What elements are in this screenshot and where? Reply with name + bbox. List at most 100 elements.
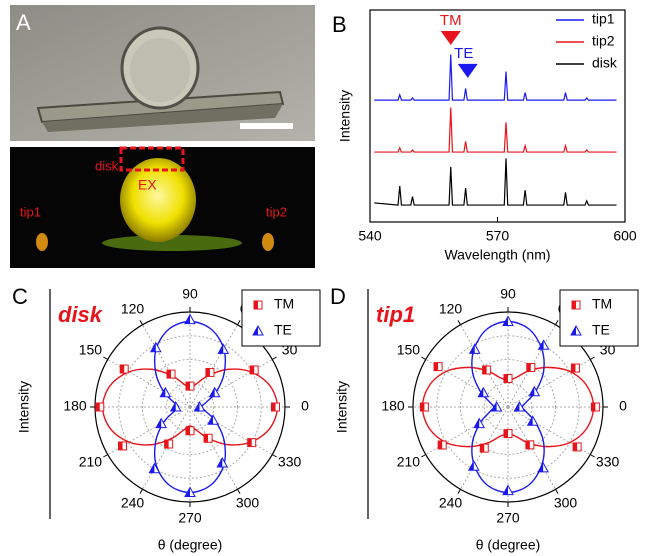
- legend-label: TM: [592, 296, 612, 312]
- spectrum-line: [374, 158, 616, 205]
- theta-tick: [103, 455, 107, 458]
- marker-fill: [420, 403, 424, 411]
- marker-fill: [272, 403, 276, 411]
- legend-label: TE: [592, 322, 610, 338]
- data-point: [503, 486, 513, 495]
- x-tick-label: 600: [613, 228, 637, 244]
- legend-label: disk: [592, 55, 618, 71]
- data-point: [591, 403, 599, 411]
- marker-fill: [96, 403, 100, 411]
- data-point: [504, 375, 512, 383]
- theta-tick: [140, 489, 143, 493]
- theta-tick: [272, 455, 276, 458]
- tip2-glow: [262, 233, 274, 251]
- x-tick-label: 570: [486, 228, 510, 244]
- polar-plot: 0306090120150180210240270300330Intensity…: [334, 286, 638, 553]
- marker-fill: [186, 382, 190, 390]
- theta-tick: [140, 320, 143, 324]
- theta-tick-label: 330: [596, 454, 620, 470]
- panel-title: disk: [58, 302, 104, 327]
- annotation-label: TM: [440, 12, 462, 29]
- polar-plot: 0306090120150180210240270300330Intensity…: [16, 286, 320, 553]
- theta-tick-label: 240: [439, 495, 463, 511]
- legend-swatch: [572, 301, 580, 309]
- marker-fill: [204, 434, 208, 442]
- annotation-marker: [458, 64, 478, 78]
- panel-label: A: [16, 10, 31, 35]
- theta-tick-label: 210: [397, 454, 421, 470]
- data-point: [538, 463, 548, 472]
- data-point: [528, 416, 538, 425]
- data-point: [526, 441, 534, 449]
- image-label: tip2: [266, 204, 287, 219]
- theta-tick-label: 0: [301, 398, 309, 414]
- annotation-marker: [441, 31, 461, 45]
- data-point: [96, 403, 104, 411]
- marker-fill: [119, 442, 123, 450]
- theta-tick-label: 330: [278, 454, 302, 470]
- data-point: [248, 439, 256, 447]
- panel-title: tip1: [376, 302, 415, 327]
- plot-frame: [370, 10, 625, 222]
- theta-tick: [238, 489, 241, 493]
- data-point: [120, 365, 128, 373]
- legend-label: tip2: [592, 33, 615, 49]
- image-label: disk: [95, 158, 119, 173]
- marker-fill: [480, 444, 484, 452]
- panel-label: C: [12, 284, 28, 309]
- marker-fill: [504, 375, 508, 383]
- theta-tick-label: 210: [79, 454, 103, 470]
- tip1-glow: [36, 233, 48, 251]
- marker-fill: [250, 366, 254, 374]
- spectrum-line: [374, 108, 616, 153]
- data-point: [119, 442, 127, 450]
- r-axis-label: Intensity: [334, 381, 350, 433]
- marker-fill: [206, 368, 210, 376]
- y-axis-label: Intensity: [337, 90, 353, 142]
- theta-tick: [421, 357, 425, 360]
- theta-tick-label: 150: [397, 342, 421, 358]
- panel-label: B: [332, 12, 347, 37]
- marker-fill: [167, 370, 171, 378]
- disk-inner: [130, 38, 190, 102]
- data-point: [186, 427, 194, 435]
- theta-tick-label: 90: [500, 286, 516, 302]
- marker-fill: [254, 301, 258, 309]
- image-label: tip1: [20, 204, 41, 219]
- scale-bar: [240, 123, 293, 129]
- theta-tick: [103, 357, 107, 360]
- data-point: [217, 458, 227, 467]
- marker-fill: [434, 363, 438, 371]
- theta-tick-label: 240: [121, 495, 145, 511]
- data-point: [527, 364, 535, 372]
- data-point: [573, 443, 581, 451]
- data-point: [434, 363, 442, 371]
- theta-tick-label: 150: [79, 342, 103, 358]
- x-axis-label: Wavelength (nm): [444, 247, 550, 263]
- page: disk EX tip1 tip2 A B C D 540570600Wavel…: [0, 0, 647, 556]
- data-point: [483, 366, 491, 374]
- data-point: [167, 370, 175, 378]
- data-point: [438, 441, 446, 449]
- legend-label: TE: [274, 322, 292, 338]
- theta-tick-label: 270: [496, 510, 520, 526]
- data-point: [469, 461, 479, 470]
- data-point: [185, 315, 195, 324]
- theta-tick: [590, 455, 594, 458]
- theta-tick: [590, 357, 594, 360]
- panel-label: D: [330, 284, 346, 309]
- data-point: [272, 403, 280, 411]
- image-label: EX: [138, 177, 157, 193]
- x-axis-label: θ (degree): [476, 537, 541, 553]
- marker-fill: [120, 365, 124, 373]
- data-point: [504, 430, 512, 438]
- theta-tick-label: 180: [63, 398, 87, 414]
- marker-fill: [438, 441, 442, 449]
- data-point: [571, 364, 579, 372]
- data-point: [480, 444, 488, 452]
- data-point: [250, 366, 258, 374]
- data-point: [165, 440, 173, 448]
- theta-tick-label: 120: [121, 301, 145, 317]
- data-point: [206, 368, 214, 376]
- data-point: [186, 382, 194, 390]
